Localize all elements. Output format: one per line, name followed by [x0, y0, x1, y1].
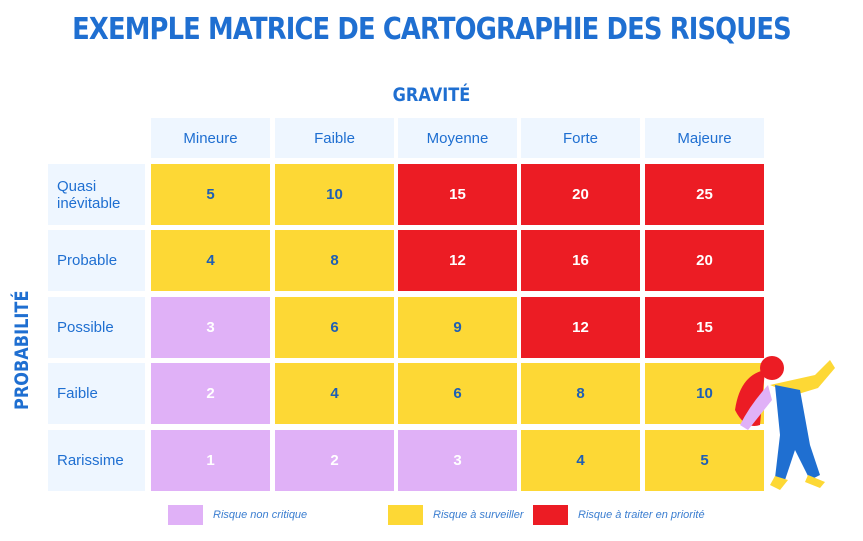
legend-item: Risque non critique: [168, 505, 307, 525]
row-header: Probable: [48, 230, 145, 291]
row-header: Possible: [48, 297, 145, 358]
matrix-cell: 2: [151, 363, 270, 424]
matrix-cell: 9: [398, 297, 517, 358]
legend-label: Risque non critique: [213, 509, 308, 521]
legend-item: Risque à surveiller: [388, 505, 523, 525]
row-header: Quasi inévitable: [48, 164, 145, 225]
page-title: EXEMPLE MATRICE DE CARTOGRAPHIE DES RISQ…: [72, 12, 792, 47]
legend-item: Risque à traiter en priorité: [533, 505, 705, 525]
column-header: Faible: [275, 118, 394, 158]
x-axis-label: GRAVITÉ: [392, 84, 471, 106]
matrix-cell: 8: [275, 230, 394, 291]
legend-swatch: [388, 505, 423, 525]
character-illustration: [735, 356, 835, 490]
legend-swatch: [168, 505, 203, 525]
row-header: Faible: [48, 363, 145, 424]
column-header: Forte: [521, 118, 640, 158]
matrix-cell: 2: [275, 430, 394, 491]
matrix-cell: 25: [645, 164, 764, 225]
matrix-cell: 1: [151, 430, 270, 491]
matrix-cell: 6: [398, 363, 517, 424]
matrix-cell: 12: [398, 230, 517, 291]
matrix-cell: 16: [521, 230, 640, 291]
legend-label: Risque à traiter en priorité: [578, 509, 705, 521]
matrix-cell: 15: [645, 297, 764, 358]
matrix-cell: 12: [521, 297, 640, 358]
matrix-cell: 4: [151, 230, 270, 291]
matrix-cell: 4: [275, 363, 394, 424]
column-header: Majeure: [645, 118, 764, 158]
matrix-cell: 15: [398, 164, 517, 225]
matrix-cell: 6: [275, 297, 394, 358]
legend-label: Risque à surveiller: [433, 509, 524, 521]
column-header: Mineure: [151, 118, 270, 158]
matrix-cell: 5: [151, 164, 270, 225]
matrix-cell: 3: [398, 430, 517, 491]
y-axis-label: PROBABILITÉ: [11, 290, 33, 410]
row-header: Rarissime: [48, 430, 145, 491]
column-header: Moyenne: [398, 118, 517, 158]
legend-swatch: [533, 505, 568, 525]
matrix-cell: 4: [521, 430, 640, 491]
matrix-cell: 10: [275, 164, 394, 225]
matrix-cell: 20: [645, 230, 764, 291]
matrix-cell: 20: [521, 164, 640, 225]
matrix-cell: 5: [645, 430, 764, 491]
matrix-cell: 8: [521, 363, 640, 424]
matrix-cell: 3: [151, 297, 270, 358]
